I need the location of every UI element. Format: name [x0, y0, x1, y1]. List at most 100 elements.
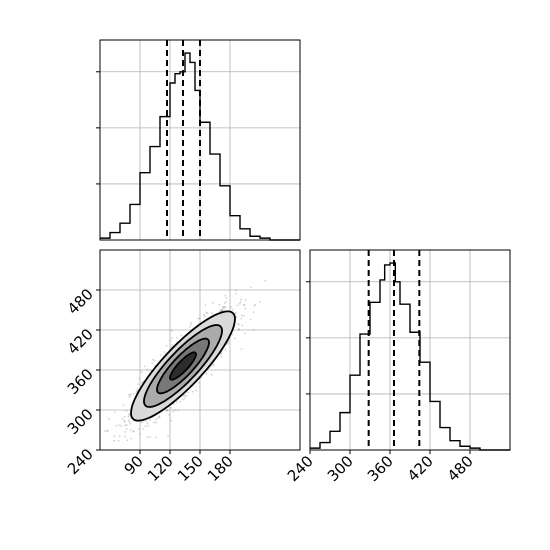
joint-scatter-point	[146, 422, 149, 425]
joint-scatter-point	[183, 397, 186, 400]
joint-scatter-point	[206, 312, 209, 314]
joint-scatter-point	[211, 302, 214, 304]
joint-y-tick-label: 360	[64, 365, 97, 398]
joint-scatter-point	[153, 364, 156, 367]
joint-scatter-point	[155, 421, 158, 424]
joint-scatter-point	[220, 355, 223, 358]
x2-histogram-grid	[310, 250, 510, 450]
joint-scatter-point	[221, 308, 224, 311]
joint-scatter-point	[220, 353, 223, 356]
joint-scatter-point	[224, 306, 227, 309]
joint-y-tick-label: 240	[64, 445, 97, 478]
joint-scatter-point	[138, 377, 141, 380]
joint-contour-line	[169, 351, 197, 381]
joint-scatter-point	[167, 434, 170, 437]
joint-scatter-point	[179, 400, 182, 403]
joint-scatter-point	[146, 368, 149, 371]
joint-scatter-point	[130, 429, 132, 431]
joint-scatter-point	[123, 416, 126, 418]
joint-scatter-point	[203, 313, 205, 316]
joint-y-tick-label: 420	[64, 325, 97, 358]
joint-scatter-point	[250, 286, 253, 289]
joint-scatter-point	[241, 314, 243, 317]
joint-scatter-point	[195, 389, 198, 392]
joint-scatter-point	[240, 348, 243, 350]
joint-scatter-point	[140, 371, 143, 374]
joint-scatter-point	[243, 304, 246, 306]
joint-scatter-point	[181, 398, 184, 401]
joint-scatter-point	[130, 437, 133, 440]
joint-scatter-point	[126, 439, 129, 442]
x2-quantile-lines	[367, 250, 421, 450]
joint-scatter-point	[234, 289, 237, 291]
joint-scatter-point	[235, 311, 238, 314]
joint-scatter-point	[235, 292, 238, 295]
joint-scatter-point	[171, 336, 174, 339]
joint-scatter-point	[171, 343, 174, 346]
joint-scatter-point	[127, 415, 130, 418]
joint-scatter-point	[218, 310, 221, 313]
joint-x-tick-label: 150	[174, 452, 207, 485]
joint-scatter-point	[210, 373, 213, 376]
joint-scatter-point	[184, 394, 186, 397]
joint-scatter-point	[163, 351, 166, 353]
x1-quantile-lines	[166, 40, 201, 240]
joint-contour-line	[143, 324, 223, 408]
joint-contour-fills	[131, 311, 235, 421]
joint-scatter-point	[231, 333, 234, 336]
joint-scatter-point	[264, 279, 266, 282]
x1-histogram-steps	[100, 52, 300, 241]
joint-scatter-point	[155, 436, 158, 439]
joint-scatter-point	[138, 428, 140, 430]
x2-hist-x-tick-label: 420	[404, 452, 437, 485]
joint-scatter-point	[221, 306, 224, 309]
joint-scatter-point	[123, 454, 125, 456]
joint-scatter-point	[166, 409, 169, 412]
x2-histogram-ticks: 240 300 360 420 480	[284, 281, 477, 485]
joint-frame	[99, 249, 301, 451]
x2-histogram-frame	[309, 249, 511, 451]
joint-scatter-point	[198, 317, 201, 320]
joint-scatter-point	[124, 420, 126, 423]
joint-scatter-point	[205, 372, 208, 375]
joint-scatter-point	[127, 419, 130, 421]
joint-contour-line	[156, 337, 210, 395]
joint-scatter-point	[127, 413, 130, 416]
joint-scatter-point	[187, 391, 190, 394]
joint-scatter-point	[190, 323, 193, 326]
joint-scatter-point	[244, 332, 246, 335]
joint-scatter-point	[153, 421, 156, 424]
joint-scatter-point	[113, 435, 116, 438]
joint-scatter-point	[233, 337, 236, 340]
joint-scatter-point	[174, 409, 176, 411]
x2-hist-x-tick-label: 300	[324, 452, 357, 485]
joint-scatter-point	[157, 417, 159, 419]
joint-scatter-point	[128, 396, 131, 398]
joint-scatter-point	[92, 431, 94, 433]
joint-scatter-point	[144, 425, 147, 428]
joint-scatter-point	[237, 329, 240, 331]
joint-x-tick-label: 90	[121, 452, 147, 478]
joint-scatter-point	[175, 401, 178, 404]
joint-scatter-point	[173, 403, 175, 405]
joint-scatter-point	[253, 304, 256, 307]
joint-scatter-point	[168, 413, 171, 416]
joint-scatter-point	[189, 326, 192, 328]
joint-scatter-point	[197, 317, 200, 320]
joint-scatter-point	[151, 362, 154, 365]
joint-scatter-point	[132, 430, 135, 433]
joint-scatter-point	[143, 365, 146, 367]
joint-scatter-point	[149, 435, 151, 438]
joint-scatter-point	[189, 322, 192, 324]
joint-scatter-point	[223, 305, 226, 308]
joint-scatter-point	[165, 409, 168, 412]
joint-scatter-point	[169, 339, 172, 342]
joint-scatter-point	[176, 337, 178, 339]
joint-scatter-point	[124, 424, 126, 427]
joint-scatter-point	[117, 424, 120, 426]
joint-scatter-point	[123, 435, 126, 438]
joint-scatter-point	[170, 329, 173, 332]
joint-scatter-point	[106, 429, 109, 432]
joint-scatter-point	[170, 419, 173, 422]
joint-scatter-point	[221, 309, 224, 311]
